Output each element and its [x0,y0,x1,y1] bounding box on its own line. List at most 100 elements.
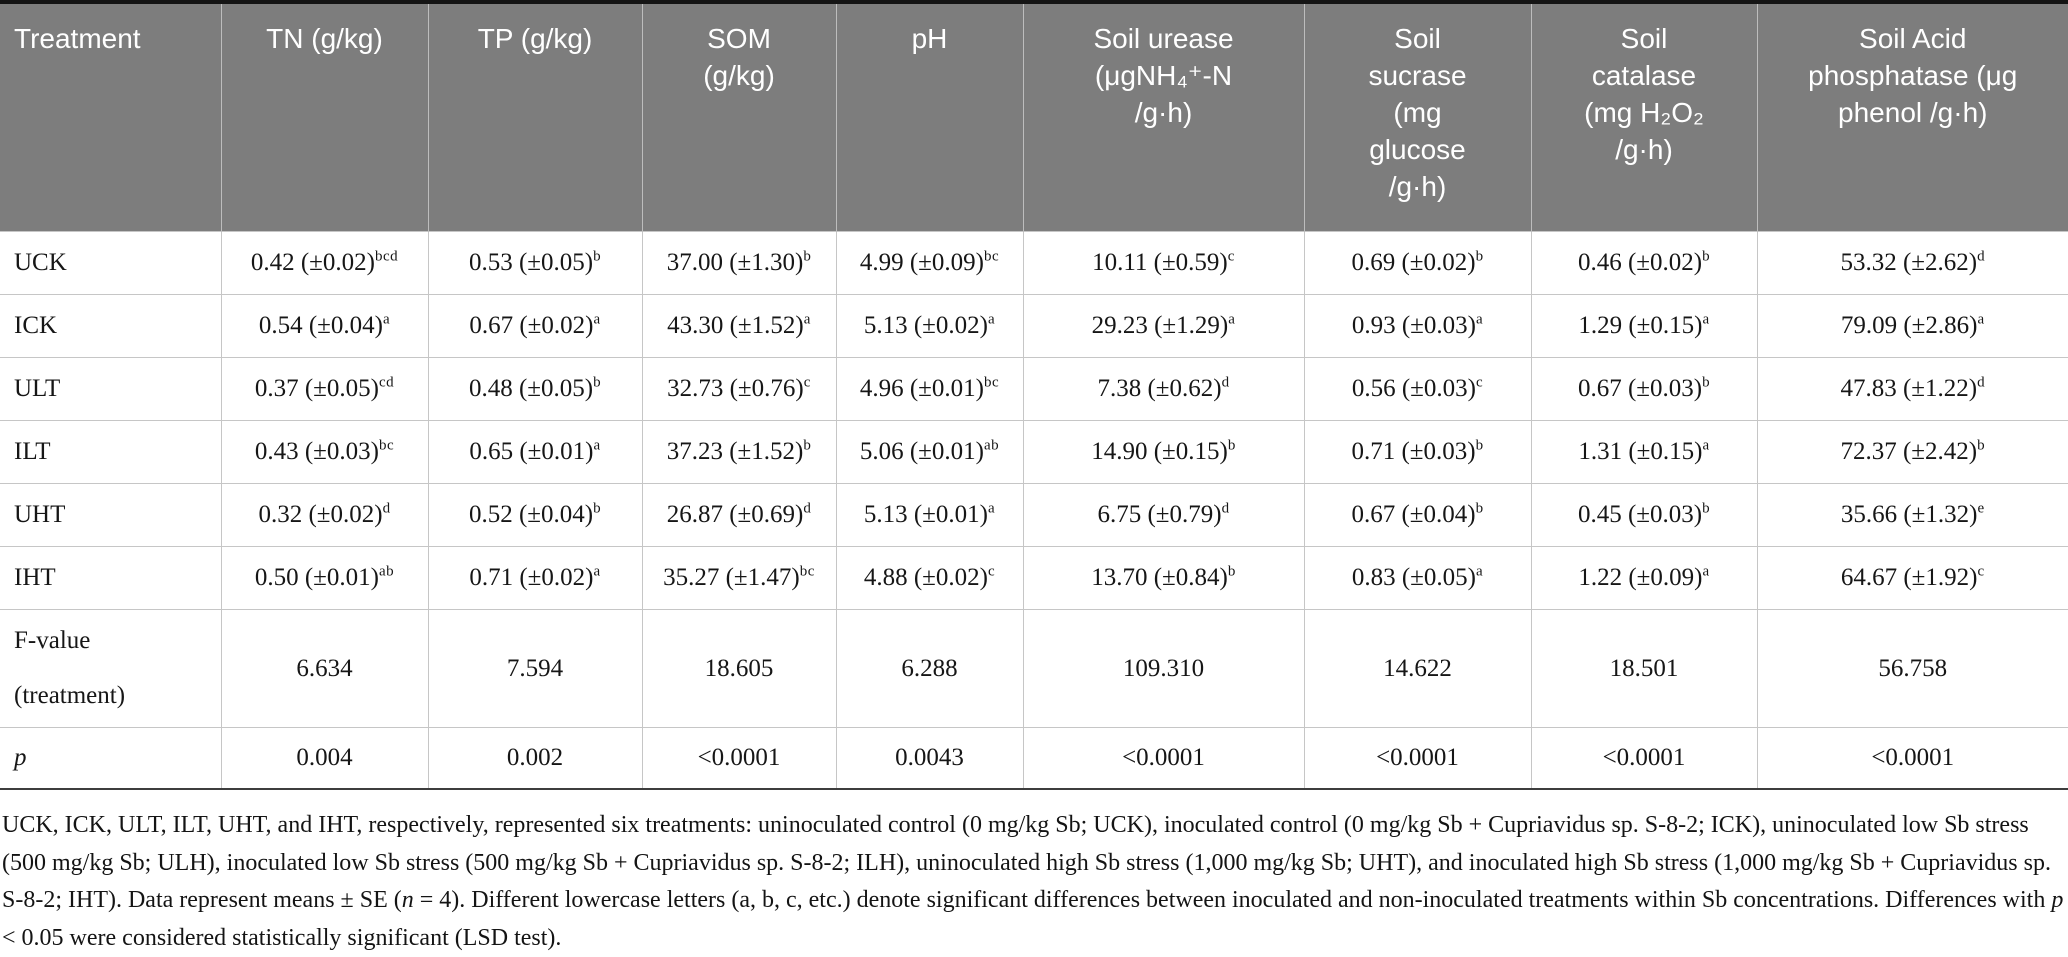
table-cell: 18.501 [1530,609,1757,727]
cell-value: 1.31 (±0.15) [1578,438,1703,465]
cell-value: 0.65 (±0.01) [469,438,594,465]
table-row-ult: ULT 0.37 (±0.05)cd 0.48 (±0.05)b 32.73 (±0.… [0,357,2068,420]
significance-letter: a [1702,437,1710,454]
cell-value: 0.52 (±0.04) [468,501,594,528]
significance-letter: bc [799,563,815,580]
cell-value: 10.11 (±0.59) [1092,249,1228,276]
table-cell: 0.37 (±0.05)cd [220,357,428,420]
column-header-7: Soil sucrase (mg glucose /g·h) [1303,2,1531,231]
significance-letter: bc [983,248,1000,265]
cell-value: 18.605 [704,654,774,682]
table-cell: <0.0001 [1756,727,2068,789]
footnote-text: = 4). Different lowercase letters (a, b,… [413,887,2052,913]
table-cell: 0.002 [427,727,642,789]
table-row-uht: UHT 0.32 (±0.02)d 0.52 (±0.04)b 26.87 (±0.6… [0,483,2068,546]
cell-value: <0.0001 [1122,744,1205,772]
table-cell: 4.96 (±0.01)bc [835,357,1023,420]
column-header-5: pH [835,2,1023,231]
cell-value: 0.46 (±0.02) [1577,249,1703,276]
column-header-8: Soil catalase (mg H₂O₂ /g·h) [1530,2,1757,231]
table-cell: 1.31 (±0.15)a [1530,420,1757,483]
cell-value: <0.0001 [1602,744,1686,772]
cell-value: 6.634 [296,654,353,682]
significance-letter: ab [983,437,1000,454]
cell-value: 0.56 (±0.03) [1351,375,1476,402]
cell-value: <0.0001 [1871,744,1955,772]
table-cell: 47.83 (±1.22)d [1756,357,2068,420]
significance-letter: b [1475,437,1484,454]
table-cell: 0.67 (±0.04)b [1303,483,1531,546]
cell-value: 0.71 (±0.02) [469,564,594,591]
cell-value: 26.87 (±0.69) [666,501,804,528]
table-header: Treatment TN (g/kg) TP (g/kg) SOM (g/kg) pH S… [0,2,2068,231]
cell-value: 32.73 (±0.76) [667,375,804,402]
significance-letter: a [803,311,811,328]
cell-value: 0.43 (±0.03) [254,438,379,465]
table-cell: 14.622 [1303,609,1531,727]
table-cell: 0.52 (±0.04)b [427,483,642,546]
table-cell: 56.758 [1756,609,2068,727]
table-cell: 6.634 [220,609,428,727]
row-label: UHT [14,501,66,528]
table-cell: 79.09 (±2.86)a [1756,294,2068,357]
table-cell: 64.67 (±1.92)c [1756,546,2068,609]
table-cell: 37.00 (±1.30)b [641,231,836,294]
significance-letter: b [1475,500,1484,517]
cell-value: 72.37 (±2.42) [1840,438,1978,465]
significance-letter: c [1977,563,1985,580]
table-cell: 18.605 [641,609,836,727]
table-cell: 0.45 (±0.03)b [1530,483,1757,546]
column-header-2: TN (g/kg) [220,2,428,231]
table-cell: 0.83 (±0.05)a [1303,546,1531,609]
significance-letter: a [1228,311,1236,328]
column-header-3: TP (g/kg) [427,2,642,231]
cell-value: 0.32 (±0.02) [258,501,383,528]
significance-letter: b [1702,500,1711,517]
cell-value: <0.0001 [697,744,781,772]
significance-letter: b [1227,437,1236,454]
cell-value: 7.594 [506,654,564,682]
significance-letter: d [1977,374,1986,391]
significance-letter: c [1475,374,1484,391]
cell-value: 0.71 (±0.03) [1351,438,1476,465]
significance-letter: bc [983,374,1000,391]
table-cell: 14.90 (±0.15)b [1022,420,1304,483]
table-cell: 5.06 (±0.01)ab [835,420,1023,483]
cell-value: 4.99 (±0.09) [859,249,984,276]
cell-value: <0.0001 [1376,744,1459,772]
cell-value: 64.67 (±1.92) [1840,564,1978,591]
table-cell: 13.70 (±0.84)b [1022,546,1304,609]
significance-letter: b [803,248,812,265]
cell-value: 0.67 (±0.02) [469,312,594,339]
table-cell: 0.50 (±0.01)ab [220,546,428,609]
column-header-9: Soil Acid phosphatase (μg phenol /g·h) [1756,2,2068,231]
significance-letter: bc [378,437,395,454]
table-cell: 43.30 (±1.52)a [641,294,836,357]
cell-value: 0.53 (±0.05) [468,249,594,276]
table-body: UCK 0.42 (±0.02)bcd 0.53 (±0.05)b 37.00 (±1… [0,231,2068,789]
table-cell: 5.13 (±0.01)a [835,483,1023,546]
table-cell: 0.0043 [835,727,1023,789]
cell-value: 0.67 (±0.03) [1577,375,1703,402]
significance-letter: b [803,437,812,454]
significance-letter: b [1977,437,1986,454]
table-cell: 0.46 (±0.02)b [1530,231,1757,294]
significance-letter: d [382,500,391,517]
row-label: ILT [14,438,51,465]
table-cell: 26.87 (±0.69)d [641,483,836,546]
cell-value: 13.70 (±0.84) [1091,564,1228,591]
cell-value: 37.00 (±1.30) [666,249,804,276]
column-header-1: Treatment [0,2,221,231]
cell-value: 43.30 (±1.52) [667,312,804,339]
table-cell: 0.65 (±0.01)a [427,420,642,483]
row-label: IHT [14,564,56,591]
table-cell: 0.69 (±0.02)b [1303,231,1531,294]
table-cell: 0.54 (±0.04)a [220,294,428,357]
footnote-italic-term: p [2051,887,2064,913]
cell-value: 0.004 [296,744,353,772]
table-cell: <0.0001 [1022,727,1304,789]
footnote-italic-term: n [401,887,414,913]
significance-letter: b [1475,248,1484,265]
cell-value: 0.54 (±0.04) [258,312,383,339]
significance-letter: a [1475,311,1484,328]
